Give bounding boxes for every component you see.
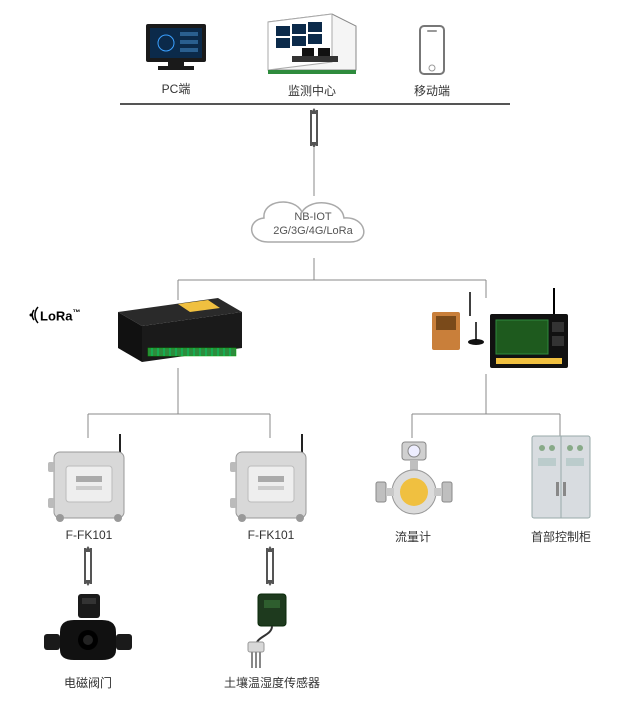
pc-label: PC端 [162,80,191,97]
cabinet-icon [526,432,596,524]
mobile-label: 移动端 [414,82,450,99]
cabinet-label: 首部控制柜 [531,528,591,545]
soil-sensor-icon [226,592,318,670]
ffk-box-icon [46,432,132,524]
node-valve: 电磁阀门 [40,592,136,691]
cloud: NB-IOT 2G/3G/4G/LoRa [238,190,388,260]
double-arrow-soil [263,546,277,586]
node-mobile: 移动端 [412,24,452,99]
mobile-icon [412,24,452,78]
cloud-line1: NB-IOT [294,211,331,223]
soil-label: 土壤温湿度传感器 [224,674,320,691]
flowmeter-label: 流量计 [395,528,431,545]
node-panel-right [430,286,570,376]
rtu-icon [108,292,248,370]
node-cabinet: 首部控制柜 [526,432,596,545]
center-icon [262,12,362,78]
node-ffk-left: F-FK101 [46,432,132,542]
ffk-box-icon-2 [228,432,314,524]
node-center: 监测中心 [262,12,362,99]
valve-label: 电磁阀门 [64,674,112,691]
lora-badge: LoRa™ [40,308,81,323]
lora-tm: ™ [73,308,81,317]
cloud-text: NB-IOT 2G/3G/4G/LoRa [238,210,388,238]
node-soil: 土壤温湿度传感器 [224,592,320,691]
ffk-right-label: F-FK101 [248,528,295,542]
center-label: 监测中心 [288,82,336,99]
ffk-left-label: F-FK101 [66,528,113,542]
cloud-line2: 2G/3G/4G/LoRa [273,225,353,237]
pc-icon [140,20,212,76]
valve-icon [40,592,136,670]
node-ffk-right: F-FK101 [228,432,314,542]
flowmeter-icon [372,438,454,524]
node-flowmeter: 流量计 [372,438,454,545]
panel-icon [430,286,570,376]
double-arrow-valve [81,546,95,586]
node-rtu-left [108,292,248,370]
node-pc: PC端 [140,20,212,97]
double-arrow-top [307,108,321,148]
lora-label: LoRa [40,308,73,323]
